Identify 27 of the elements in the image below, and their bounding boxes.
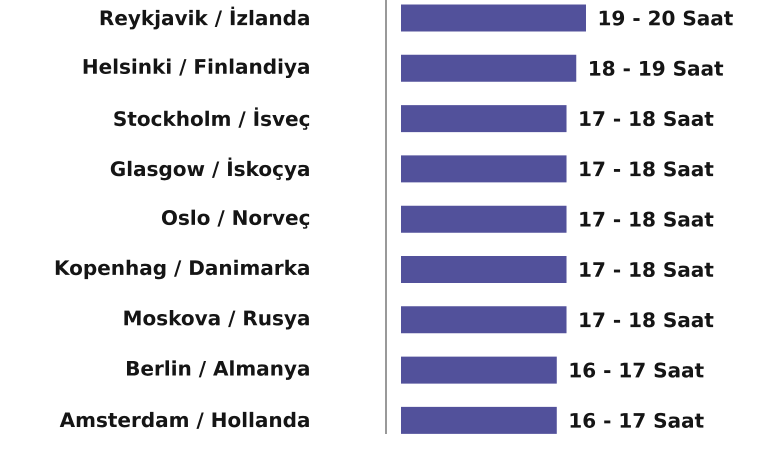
- y-tick-label: Glasgow / İskoçya: [110, 157, 309, 180]
- data-label: 18 - 19 Saat: [590, 60, 724, 76]
- bar: [401, 105, 567, 132]
- data-label: 17 - 18 Saat: [580, 312, 714, 328]
- bar: [401, 206, 567, 233]
- data-label: 16 - 17 Saat: [570, 412, 704, 428]
- bar: [401, 306, 567, 334]
- bar: [401, 54, 576, 82]
- y-tick-label: Stockholm / İsveç: [114, 107, 310, 130]
- y-tick-label: Moskova / Rusya: [124, 310, 309, 330]
- y-tick-label: Kopenhag / Danimarka: [56, 260, 309, 280]
- data-label: 17 - 18 Saat: [580, 111, 714, 126]
- bar: [401, 356, 557, 384]
- y-tick-label: Oslo / Norveç: [162, 210, 310, 229]
- data-label: 17 - 18 Saat: [580, 161, 714, 176]
- y-tick-label: Amsterdam / Hollanda: [60, 412, 309, 429]
- bar: [401, 406, 557, 434]
- y-tick-label: Berlin / Almanya: [127, 360, 309, 380]
- bar: [401, 256, 567, 283]
- data-label: 17 - 18 Saat: [580, 262, 714, 278]
- bar: [401, 155, 567, 182]
- y-tick-label: Reykjavik / İzlanda: [100, 6, 309, 30]
- data-label: 17 - 18 Saat: [580, 212, 714, 227]
- bar: [401, 4, 586, 32]
- data-label: 19 - 20 Saat: [600, 10, 733, 26]
- y-tick-label: Helsinki / Finlandiya: [84, 58, 309, 78]
- data-label: 16 - 17 Saat: [570, 362, 704, 378]
